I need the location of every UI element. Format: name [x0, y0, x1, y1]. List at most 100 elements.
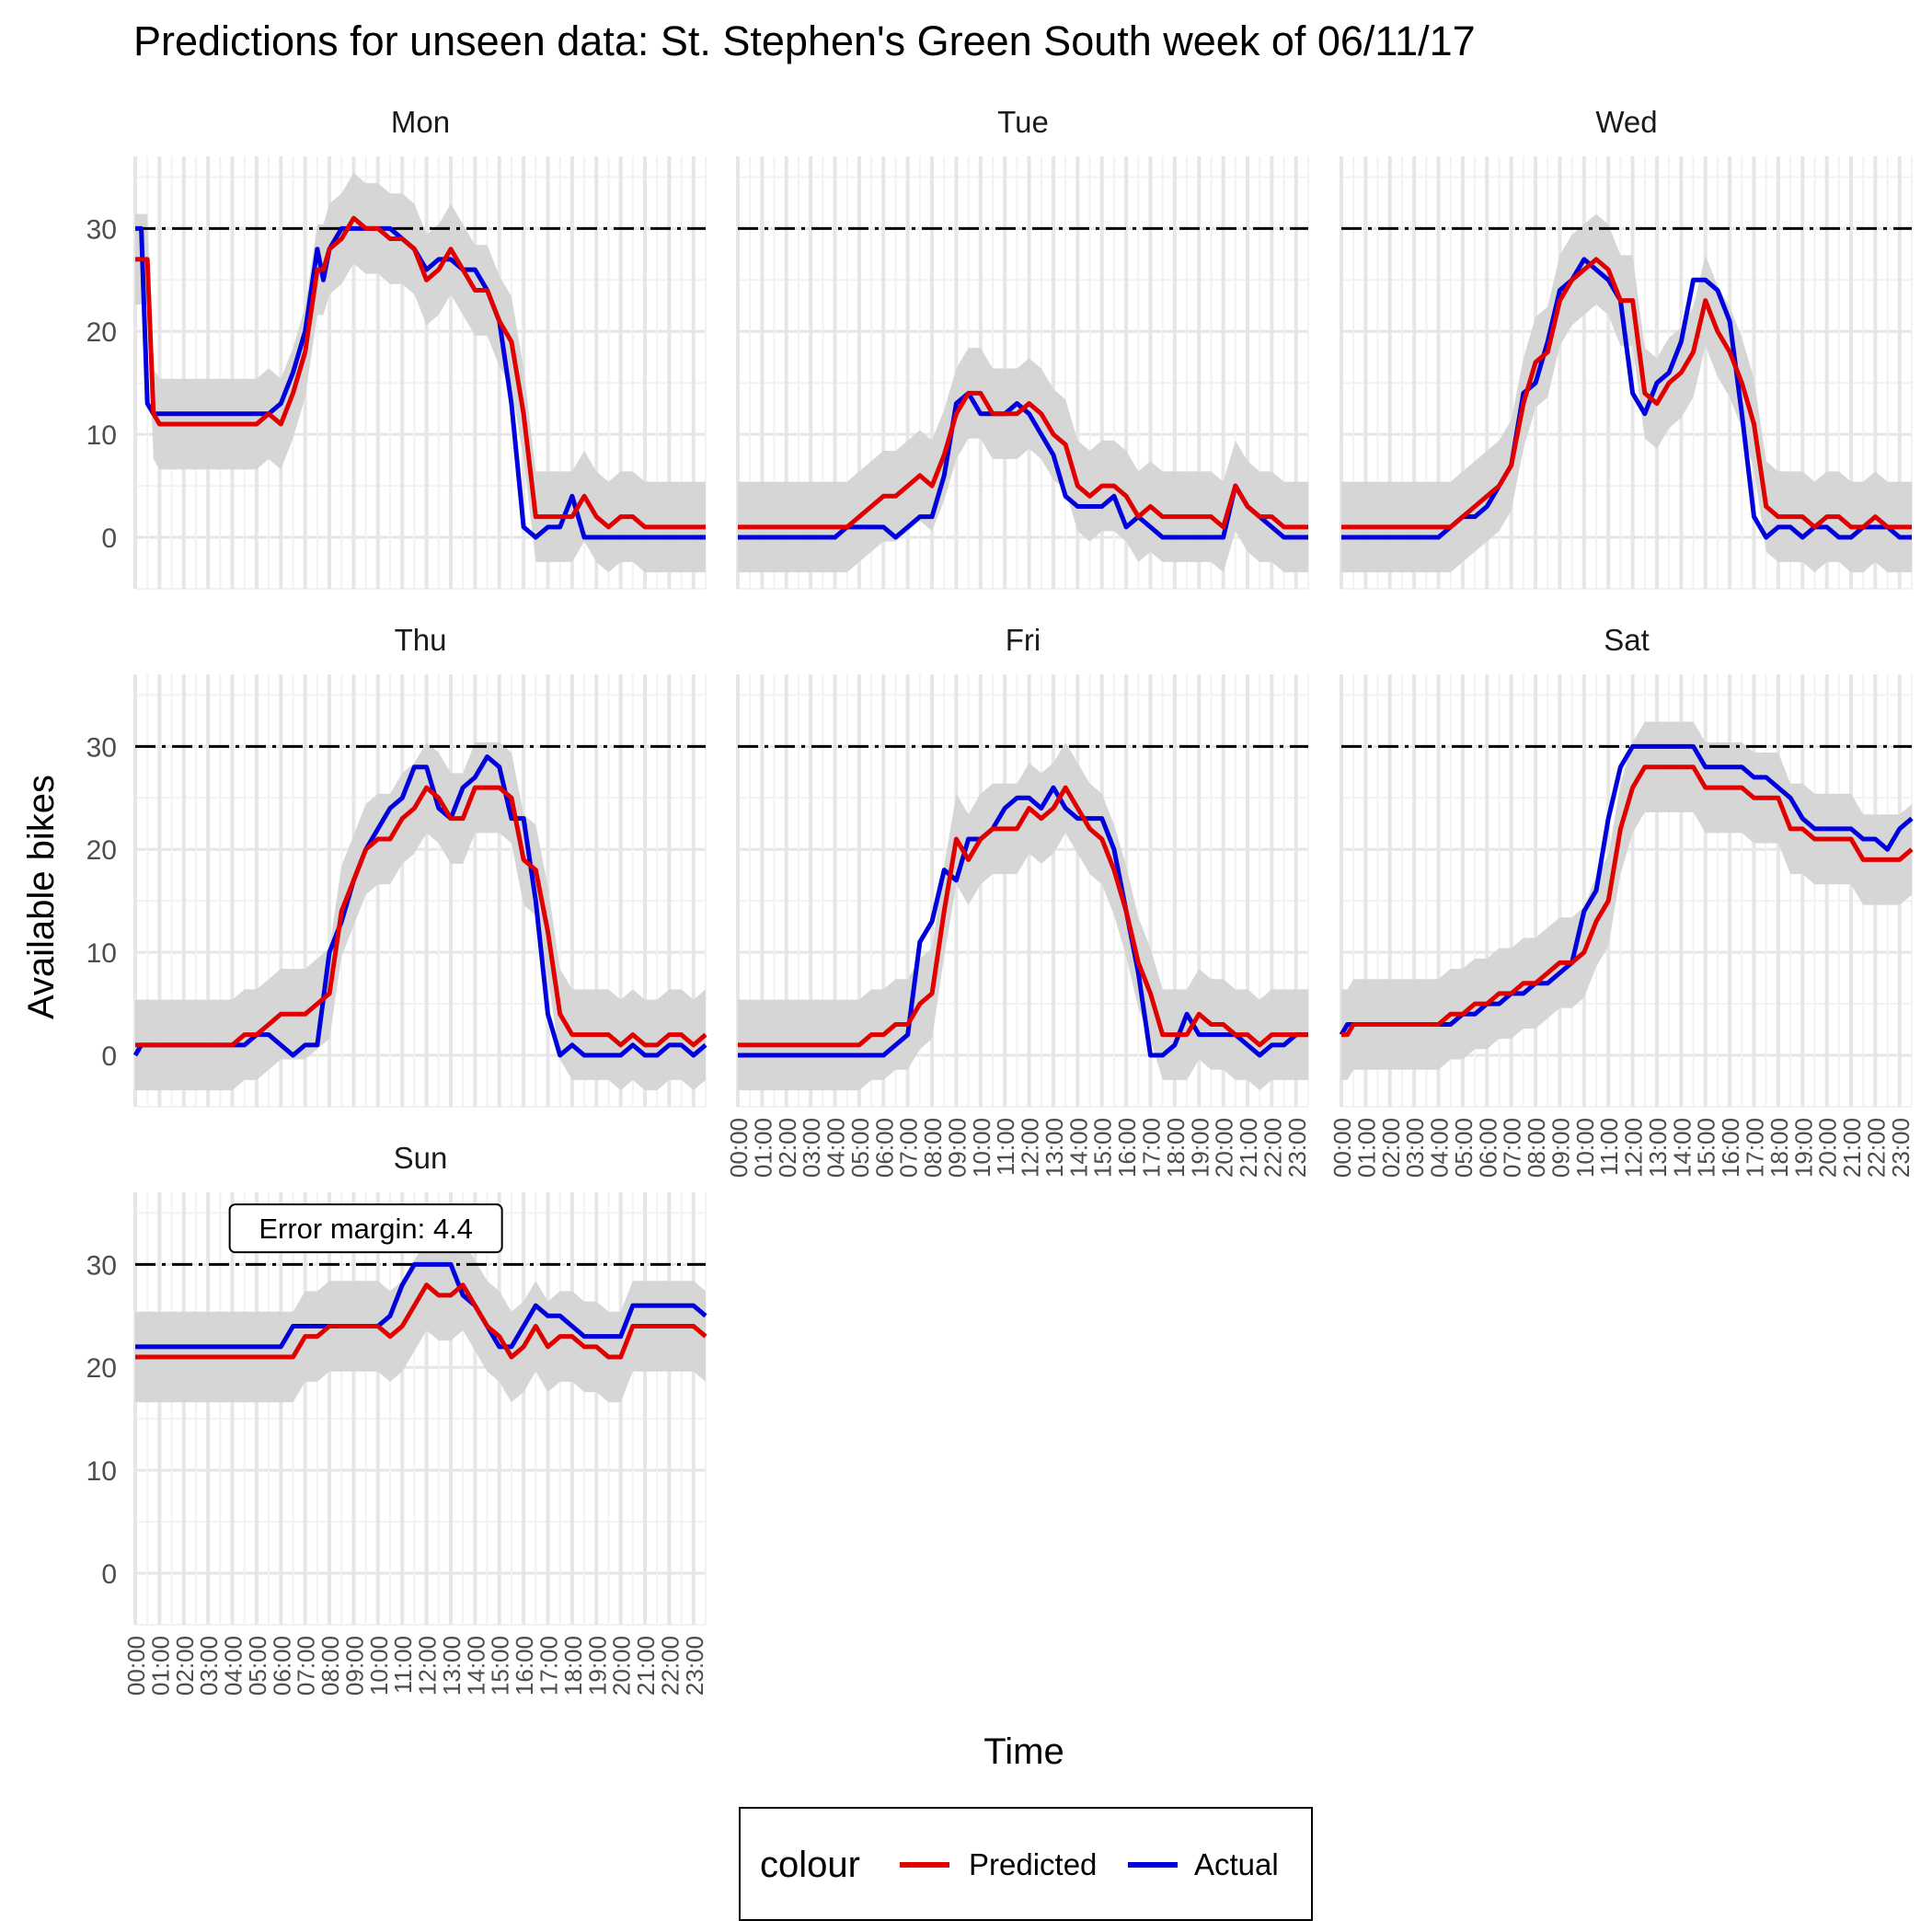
x-tick-label: 05:00: [244, 1636, 271, 1696]
x-tick-label: 02:00: [171, 1636, 199, 1696]
x-tick-label: 19:00: [1186, 1118, 1213, 1178]
chart-title: Predictions for unseen data: St. Stephen…: [133, 17, 1476, 64]
x-tick-label: 14:00: [462, 1636, 489, 1696]
x-tick-label: 08:00: [1523, 1118, 1550, 1178]
x-tick-label: 23:00: [1887, 1118, 1915, 1178]
x-tick-label: 19:00: [1789, 1118, 1817, 1178]
x-tick-label: 23:00: [681, 1636, 708, 1696]
x-tick-label: 09:00: [943, 1118, 971, 1178]
series-predicted-fri: [738, 785, 1308, 1048]
series-actual-tue: [738, 390, 1308, 540]
y-axis-label: Available bikes: [21, 775, 62, 1019]
legend-label-actual: Actual: [1194, 1847, 1279, 1881]
x-tick-label: 04:00: [822, 1118, 850, 1178]
series-actual-sat: [1339, 743, 1914, 1036]
x-tick-label: 06:00: [870, 1118, 898, 1178]
series-predicted-sat: [1341, 765, 1914, 1038]
x-tick-label: 08:00: [316, 1636, 344, 1696]
y-tick-label: 20: [86, 835, 117, 866]
x-tick-label: 22:00: [1259, 1118, 1286, 1178]
x-tick-label: 15:00: [487, 1636, 514, 1696]
facet-panel-mon: Mon 0 10 20 30: [86, 105, 707, 590]
x-tick-label: 13:00: [438, 1636, 466, 1696]
x-tick-label: 21:00: [1838, 1118, 1866, 1178]
x-tick-label: 17:00: [1742, 1118, 1769, 1178]
x-tick-label: 22:00: [656, 1636, 684, 1696]
x-tick-label: 00:00: [122, 1636, 150, 1696]
x-tick-label: 18:00: [1162, 1118, 1190, 1178]
error-band-fri: [738, 742, 1308, 1091]
y-tick-label: 0: [101, 523, 117, 554]
x-tick-label: 08:00: [919, 1118, 947, 1178]
x-tick-label: 15:00: [1693, 1118, 1720, 1178]
x-tick-label: 11:00: [1595, 1118, 1623, 1176]
series-actual-sun: [135, 1261, 707, 1350]
x-tick-label: 23:00: [1283, 1118, 1311, 1178]
x-tick-label: 05:00: [1450, 1118, 1478, 1178]
error-band-wed: [1341, 213, 1912, 573]
x-tick-label: 19:00: [583, 1636, 611, 1696]
x-tick-label: 01:00: [146, 1636, 174, 1696]
facet-panel-sat: Sat 00:0001:0002:0003:0004:0005:0006:0007…: [1328, 623, 1915, 1178]
x-tick-label: 17:00: [1138, 1118, 1166, 1178]
x-tick-label: 22:00: [1862, 1118, 1890, 1178]
y-tick-label: 0: [101, 1559, 117, 1590]
x-tick-label: 00:00: [1328, 1118, 1356, 1178]
x-tick-label: 13:00: [1041, 1118, 1068, 1178]
facet-panel-wed: Wed: [1340, 105, 1913, 590]
error-margin-label-box: [228, 1203, 503, 1254]
facet-panel-thu: Thu 0 10 20 30: [86, 623, 707, 1108]
x-tick-label: 16:00: [1113, 1118, 1141, 1178]
series-actual-thu: [132, 754, 707, 1058]
error-band-mon: [135, 172, 706, 573]
x-tick-label: 10:00: [1571, 1118, 1599, 1178]
facet-panel-fri: Fri 00:0001:0002:0003:0004:0005:0006:0007…: [725, 623, 1311, 1178]
x-tick-label: 06:00: [268, 1636, 295, 1696]
error-band-sat: [1341, 721, 1912, 1080]
series-predicted-wed: [1341, 257, 1912, 530]
facet-label: Thu: [395, 623, 447, 657]
facet-panel-tue: Tue: [736, 105, 1309, 590]
x-tick-label: 10:00: [968, 1118, 995, 1178]
y-tick-label: 20: [86, 317, 117, 348]
series-predicted-mon: [135, 215, 706, 530]
x-tick-label: 03:00: [195, 1636, 223, 1696]
y-tick-label: 10: [86, 420, 117, 451]
x-tick-label: 21:00: [1235, 1118, 1262, 1178]
x-tick-label: 04:00: [1426, 1118, 1454, 1178]
x-axis-label: Time: [983, 1731, 1064, 1772]
x-tick-label: 07:00: [1499, 1118, 1526, 1178]
series-actual-fri: [738, 785, 1308, 1058]
x-tick-label: 06:00: [1474, 1118, 1501, 1178]
x-tick-label: 14:00: [1668, 1118, 1696, 1178]
facet-label: Wed: [1595, 105, 1657, 139]
series-predicted-sun: [135, 1282, 707, 1360]
facet-label: Tue: [997, 105, 1049, 139]
y-tick-label: 10: [86, 1456, 117, 1487]
x-tick-label: 18:00: [559, 1636, 587, 1696]
error-band-sun: [135, 1239, 706, 1403]
x-tick-label: 07:00: [293, 1636, 320, 1696]
legend-box: [739, 1807, 1313, 1921]
x-tick-label: 00:00: [725, 1118, 753, 1178]
series-predicted-tue: [738, 390, 1308, 530]
x-tick-label: 11:00: [992, 1118, 1019, 1176]
series-predicted-thu: [135, 785, 707, 1048]
x-tick-label: 12:00: [414, 1636, 442, 1696]
x-tick-label: 16:00: [1717, 1118, 1744, 1178]
x-tick-label: 20:00: [1211, 1118, 1238, 1178]
x-tick-label: 02:00: [774, 1118, 801, 1178]
x-tick-label: 04:00: [220, 1636, 247, 1696]
x-tick-label: 14:00: [1064, 1118, 1092, 1178]
y-tick-label: 10: [86, 938, 117, 969]
x-tick-label: 12:00: [1017, 1118, 1044, 1178]
x-tick-label: 03:00: [798, 1118, 825, 1178]
x-tick-label: 02:00: [1377, 1118, 1405, 1178]
legend-title: colour: [760, 1845, 860, 1885]
facet-label: Sun: [394, 1141, 448, 1175]
facet-label: Mon: [391, 105, 450, 139]
x-tick-label: 09:00: [340, 1636, 368, 1696]
x-tick-label: 03:00: [1401, 1118, 1429, 1178]
